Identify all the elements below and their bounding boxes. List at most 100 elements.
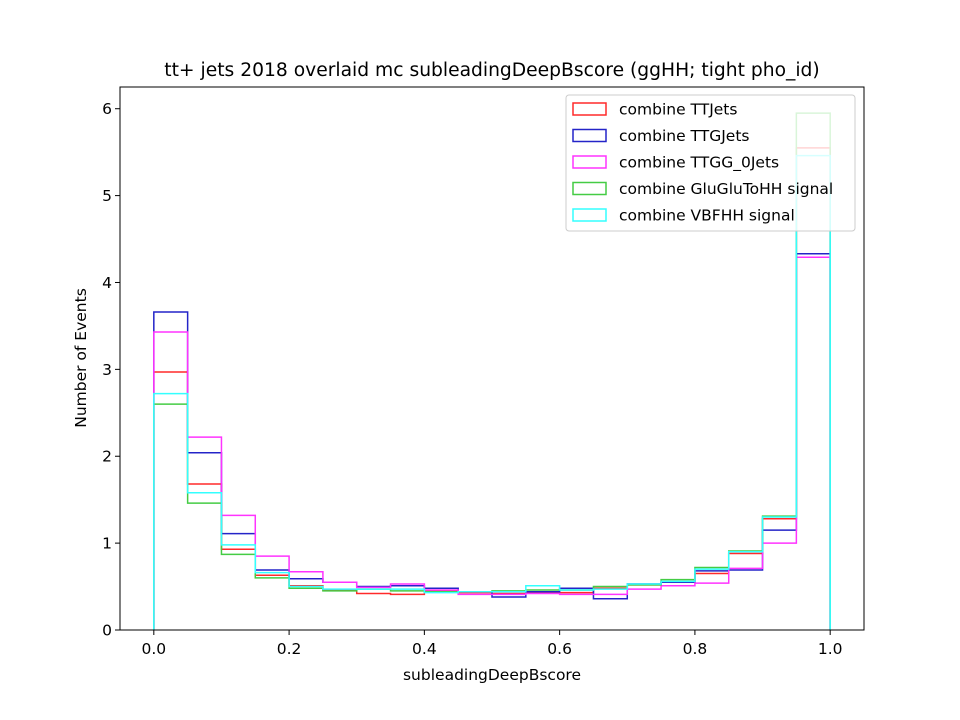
histogram-bin <box>593 594 627 630</box>
legend-swatch <box>572 102 607 116</box>
histogram-bin <box>188 503 222 630</box>
legend-swatch <box>572 181 607 196</box>
series-2 <box>153 256 831 630</box>
histogram-bin <box>526 590 560 630</box>
x-tick-label: 1.0 <box>818 640 843 658</box>
series-4 <box>153 154 831 630</box>
histogram-bin <box>391 594 425 630</box>
histogram-bin <box>154 404 188 630</box>
chart-title: tt+ jets 2018 overlaid mc subleadingDeep… <box>164 60 819 81</box>
y-axis-ticks: 0 1 2 3 4 5 6 <box>102 100 120 640</box>
y-axis-label: Number of Events <box>72 288 90 428</box>
y-tick-label: 1 <box>102 535 112 553</box>
histogram-bin <box>188 437 222 630</box>
histogram-bin <box>796 254 830 630</box>
x-tick-label: 0.4 <box>412 640 437 658</box>
histogram-bin <box>729 552 763 630</box>
histogram-bin <box>593 599 627 630</box>
series-step-line <box>153 154 831 630</box>
histogram-bin <box>255 578 289 630</box>
x-tick-label: 0.2 <box>277 640 302 658</box>
histogram-bin <box>255 573 289 630</box>
histogram-bin <box>763 530 797 630</box>
histogram-bin <box>458 592 492 630</box>
histogram-bin <box>289 588 323 630</box>
legend-swatch <box>572 208 607 222</box>
histogram-bin <box>221 549 255 630</box>
histogram-bin <box>357 594 391 630</box>
legend-entries: combine TTJets combine TTGJets combine TTG… <box>572 101 833 225</box>
histogram-bin <box>661 580 695 630</box>
histogram-bin <box>695 571 729 630</box>
histogram-bin <box>627 585 661 630</box>
histogram-bin <box>661 582 695 630</box>
x-axis-label: subleadingDeepBscore <box>403 666 581 684</box>
histogram-bin <box>560 590 594 630</box>
histogram-bin <box>695 567 729 630</box>
histogram-bin <box>661 581 695 630</box>
histogram-bin <box>526 593 560 630</box>
histogram-bin <box>661 586 695 630</box>
histogram-bin <box>729 570 763 630</box>
histogram-bin <box>391 591 425 630</box>
histogram-bin <box>154 332 188 630</box>
histogram-bin <box>289 587 323 630</box>
histogram-bin <box>593 587 627 630</box>
y-tick-label: 5 <box>102 187 112 205</box>
histogram-bin <box>763 517 797 630</box>
histogram-bin <box>695 583 729 630</box>
histogram-bin <box>627 584 661 630</box>
histogram-bin <box>323 589 357 630</box>
histogram-bin <box>593 589 627 630</box>
histogram-bin <box>458 592 492 630</box>
histogram-bin <box>391 586 425 630</box>
legend-label: combine TTGJets <box>619 127 749 145</box>
histogram-bin <box>357 589 391 630</box>
histogram-bin <box>154 372 188 630</box>
histogram-bin <box>627 584 661 630</box>
histogram-bin <box>424 592 458 630</box>
legend-label: combine TTJets <box>619 101 737 119</box>
histogram-bin <box>526 594 560 630</box>
histogram-bin <box>492 594 526 630</box>
histogram-bin <box>729 554 763 630</box>
histogram-bin <box>221 554 255 630</box>
histogram-bin <box>661 582 695 630</box>
histogram-bin <box>763 543 797 630</box>
histogram-bin <box>627 585 661 630</box>
legend-swatch <box>572 155 607 169</box>
y-tick-label: 6 <box>102 100 112 118</box>
series-step-line <box>153 256 831 630</box>
y-tick-label: 4 <box>102 274 112 292</box>
histogram-bin <box>221 545 255 630</box>
histogram-bin <box>221 534 255 630</box>
y-tick-label: 0 <box>102 622 112 640</box>
histogram-bin <box>560 594 594 630</box>
x-tick-label: 0.8 <box>683 640 708 658</box>
series-layer <box>153 112 831 630</box>
legend-label: combine VBFHH signal <box>619 207 795 225</box>
histogram-bin <box>424 593 458 630</box>
histogram-bin <box>154 312 188 630</box>
histogram-bin <box>255 556 289 630</box>
histogram-bin <box>695 574 729 630</box>
histogram-bin <box>424 588 458 630</box>
histogram-bin <box>188 453 222 630</box>
histogram-bin <box>391 589 425 630</box>
histogram-bin <box>458 592 492 630</box>
histogram-bin <box>560 593 594 630</box>
histogram-bin <box>763 516 797 630</box>
histogram-bin <box>188 484 222 630</box>
histogram-bin <box>323 591 357 630</box>
histogram-bin <box>357 589 391 630</box>
histogram-bin <box>424 591 458 630</box>
histogram-bin <box>289 586 323 630</box>
histogram-bin <box>289 572 323 630</box>
histogram-bin <box>458 593 492 630</box>
x-axis-ticks: 0.0 0.2 0.4 0.6 0.8 1.0 <box>141 630 843 658</box>
histogram-bin <box>492 594 526 630</box>
histogram-bin <box>492 597 526 630</box>
histogram-bin <box>188 493 222 630</box>
plot-frame <box>119 86 865 631</box>
